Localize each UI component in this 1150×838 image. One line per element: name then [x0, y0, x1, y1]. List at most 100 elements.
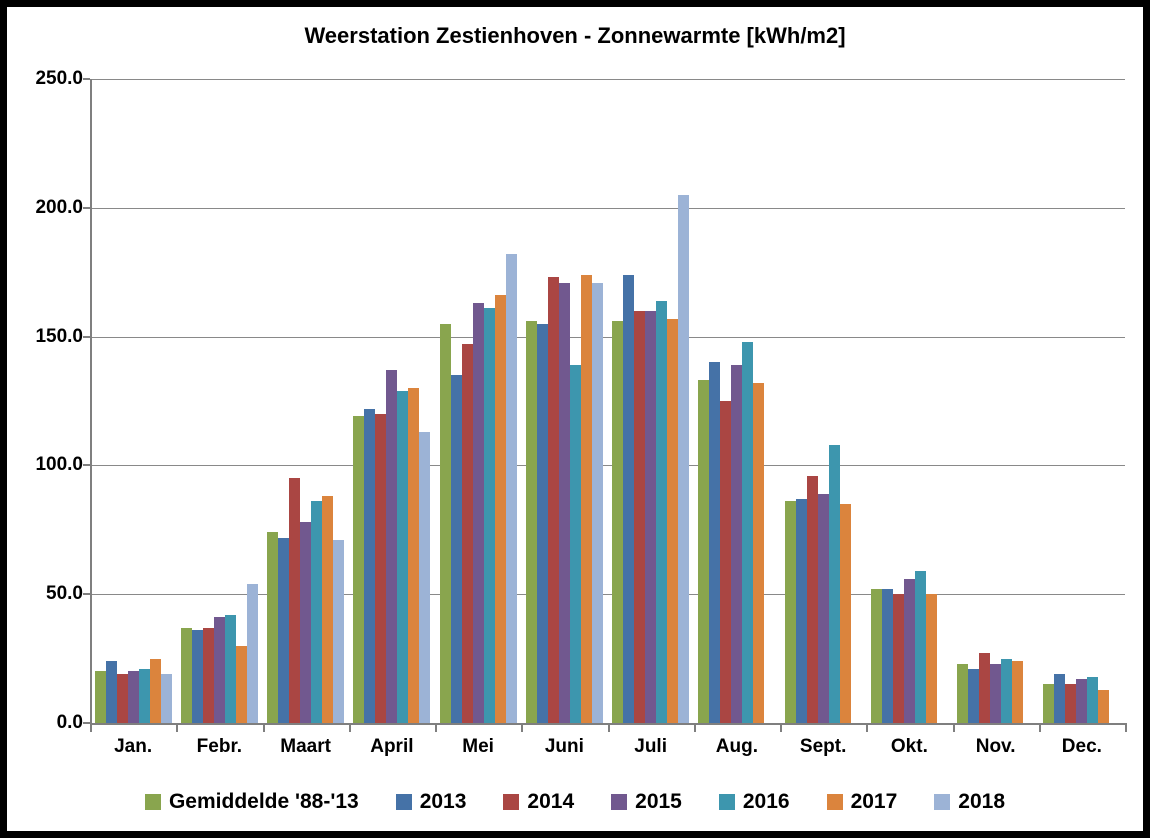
- bar: [333, 540, 345, 723]
- bar: [914, 571, 926, 723]
- legend-label: 2014: [527, 790, 575, 813]
- x-tick-label: Aug.: [715, 736, 758, 757]
- x-tick-mark: [90, 725, 92, 732]
- x-tick-mark: [780, 725, 782, 732]
- x-tick-label: Nov.: [975, 736, 1016, 757]
- legend-swatch: [826, 794, 843, 810]
- bar: [903, 578, 915, 723]
- x-tick-mark: [521, 725, 524, 732]
- bar: [483, 308, 495, 723]
- bar: [322, 496, 334, 723]
- gridline: [90, 594, 1125, 596]
- bar: [742, 341, 754, 723]
- legend-swatch: [503, 794, 520, 810]
- bar: [439, 323, 451, 723]
- bar: [1054, 674, 1066, 723]
- legend-swatch: [611, 794, 628, 810]
- x-axis-line: [90, 723, 1127, 725]
- x-tick-label: Juni: [544, 736, 584, 757]
- bar: [375, 413, 387, 723]
- x-tick-mark: [607, 725, 610, 732]
- chart-background: Weerstation Zestienhoven - Zonnewarmte […: [7, 7, 1143, 831]
- bar: [795, 498, 807, 723]
- legend-item: 2013: [395, 790, 466, 814]
- bar: [1065, 684, 1077, 723]
- bar: [149, 658, 161, 723]
- legend-label: 2015: [635, 790, 682, 813]
- bar: [709, 362, 721, 723]
- bar: [817, 493, 829, 723]
- bar: [968, 668, 980, 723]
- x-tick-mark: [1038, 725, 1041, 732]
- y-tick-mark: [83, 464, 90, 467]
- chart-title: Weerstation Zestienhoven - Zonnewarmte […: [304, 23, 846, 48]
- plot-area: 250.0 200.0 150.0 100.0 50.0 0.0 Jan. Febr. Maar…: [7, 7, 1143, 831]
- bar: [678, 194, 690, 723]
- y-tick-mark: [83, 206, 90, 209]
- x-tick-mark: [176, 725, 179, 732]
- bar: [180, 627, 192, 723]
- x-tick-mark: [866, 725, 869, 732]
- y-tick-label: 250.0: [35, 68, 83, 89]
- bar: [127, 671, 139, 723]
- bar: [634, 310, 646, 723]
- x-tick-label: Okt.: [890, 736, 928, 757]
- bar: [892, 594, 904, 723]
- bar: [450, 375, 462, 723]
- bar: [224, 614, 236, 723]
- x-tick-label: Febr.: [196, 736, 243, 757]
- bar: [1001, 658, 1013, 723]
- bar: [558, 282, 570, 723]
- legend-item: 2015: [611, 790, 682, 814]
- bar: [94, 671, 106, 723]
- bar: [138, 668, 150, 723]
- bar: [580, 274, 592, 723]
- bar: [645, 310, 657, 723]
- bar: [213, 617, 225, 723]
- bar: [235, 645, 247, 723]
- bar: [979, 653, 991, 723]
- x-tick-label: Dec.: [1061, 736, 1102, 757]
- legend: Gemiddelde '88-'13 2013 2014 2015 2016 2017 20…: [7, 782, 1143, 822]
- legend-label: Gemiddelde '88-'13: [168, 790, 359, 813]
- bar: [505, 254, 517, 723]
- bar: [116, 674, 128, 723]
- bar: [667, 318, 679, 723]
- bar: [656, 300, 668, 723]
- bar: [364, 408, 376, 723]
- bar: [839, 504, 851, 723]
- bar: [731, 364, 743, 723]
- x-tick-label: Sept.: [799, 736, 847, 757]
- bar: [397, 390, 409, 723]
- bar: [1043, 684, 1055, 723]
- bar: [419, 431, 431, 723]
- bar: [191, 630, 203, 723]
- gridline: [90, 207, 1125, 209]
- legend-item: 2016: [718, 790, 790, 814]
- y-tick-label: 150.0: [35, 325, 83, 347]
- bar: [1076, 679, 1088, 723]
- bar: [289, 478, 301, 723]
- y-tick-mark: [83, 722, 90, 724]
- bar: [353, 416, 365, 723]
- y-tick-label: 100.0: [35, 454, 83, 476]
- bar: [461, 344, 473, 723]
- x-tick-mark: [1125, 725, 1127, 732]
- bar: [784, 501, 796, 723]
- bar: [408, 388, 420, 723]
- bar: [105, 661, 117, 723]
- x-tick-label: Juli: [634, 736, 667, 757]
- bar: [925, 594, 937, 723]
- bar: [267, 532, 279, 723]
- y-tick-mark: [83, 335, 90, 338]
- bar: [990, 663, 1002, 723]
- y-tick-mark: [83, 78, 90, 80]
- y-tick-label: 50.0: [46, 583, 83, 605]
- legend-swatch: [718, 794, 735, 810]
- bar: [472, 303, 484, 723]
- x-tick-mark: [262, 725, 265, 732]
- bar: [202, 627, 214, 723]
- bar: [1087, 676, 1099, 723]
- legend-swatch: [144, 794, 161, 810]
- bar: [569, 364, 581, 723]
